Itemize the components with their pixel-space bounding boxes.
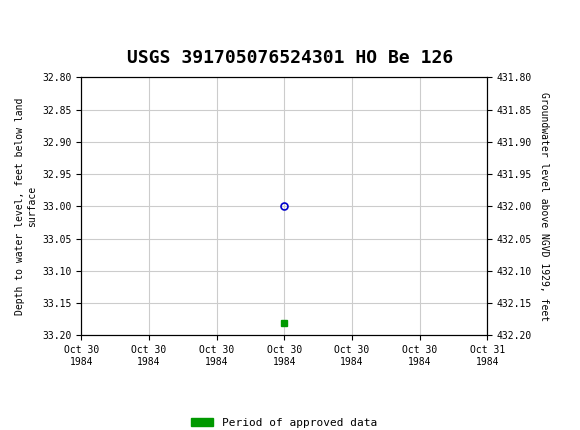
Y-axis label: Depth to water level, feet below land
surface: Depth to water level, feet below land su…: [15, 98, 37, 315]
Text: █USGS: █USGS: [12, 13, 75, 38]
Legend: Period of approved data: Period of approved data: [187, 413, 382, 430]
Y-axis label: Groundwater level above NGVD 1929, feet: Groundwater level above NGVD 1929, feet: [539, 92, 549, 321]
Text: USGS 391705076524301 HO Be 126: USGS 391705076524301 HO Be 126: [127, 49, 453, 67]
